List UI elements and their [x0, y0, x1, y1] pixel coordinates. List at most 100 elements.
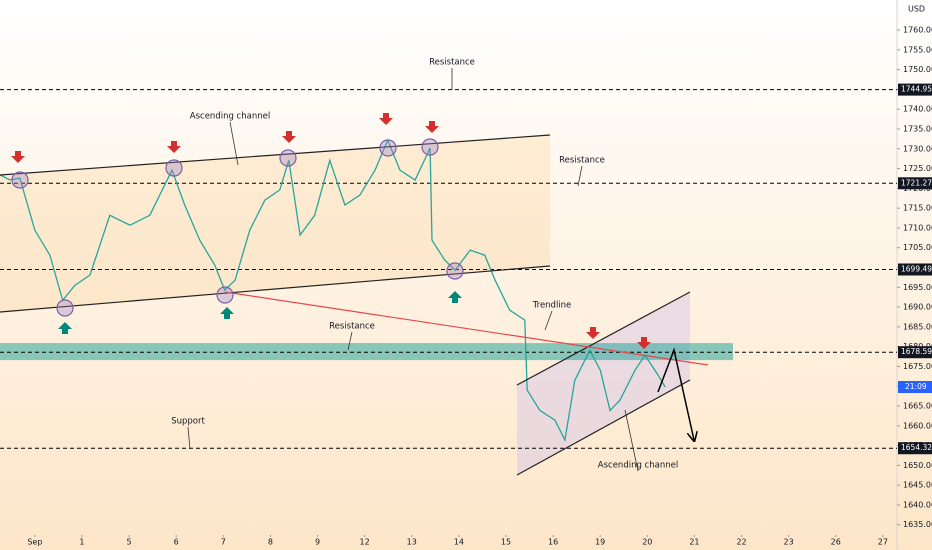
level-label-box [898, 442, 932, 455]
x-tick-label: 20 [642, 538, 652, 547]
up-arrows [58, 291, 462, 334]
y-tick-label: 1715.000 [903, 204, 932, 213]
touch-circle [421, 138, 439, 156]
y-tick-label: 1730.000 [903, 144, 932, 153]
up-arrow [448, 291, 462, 303]
channel-fill [0, 135, 550, 312]
x-tick-label: 9 [315, 538, 320, 547]
price-line [0, 138, 666, 443]
level-label: 1678.593 [901, 347, 932, 356]
down-arrow [282, 131, 296, 143]
down-arrow [167, 141, 181, 153]
annotation: Resistance [559, 156, 605, 166]
level-label-box [898, 177, 932, 190]
annotation-pointer [544, 310, 553, 331]
annotation: Trendline [532, 301, 572, 311]
y-tick-label: 1725.000 [903, 164, 932, 173]
x-tick-label: 22 [736, 538, 746, 547]
level-label-box [898, 346, 932, 359]
annotation-pointer [347, 331, 353, 351]
last-price-time: 21:09 [905, 382, 927, 391]
level-label: 1654.326 [901, 443, 932, 452]
annotation: Resistance [329, 322, 375, 332]
y-tick-label: 1635.000 [903, 520, 932, 529]
touch-circle [379, 139, 397, 157]
up-arrow [58, 322, 72, 334]
drawings [0, 113, 709, 476]
touch-circles [11, 138, 464, 317]
x-tick-label: 6 [174, 538, 179, 547]
annotation: Ascending channel [598, 461, 678, 471]
channel-line [516, 379, 691, 476]
x-tick-label: 12 [360, 538, 370, 547]
y-tick-label: 1650.000 [903, 461, 932, 470]
annotation-pointer [577, 165, 583, 187]
touch-circle [279, 149, 297, 167]
y-tick-label: 1695.000 [903, 283, 932, 292]
plot: Resistance Ascending channel Resistance Tre… [0, 58, 897, 472]
annotation: Ascending channel [190, 112, 270, 122]
touch-circle [216, 286, 234, 304]
x-tick-label: 7 [221, 538, 226, 547]
y-tick-label: 1660.000 [903, 421, 932, 430]
touch-circle [165, 159, 183, 177]
y-tick-label: 1735.000 [903, 125, 932, 134]
level-label: 1721.279 [901, 178, 932, 187]
y-tick-label: 1690.000 [903, 303, 932, 312]
y-tick-label: 1705.000 [903, 243, 932, 252]
level-label-box [898, 83, 932, 96]
y-tick-label: 1755.000 [903, 45, 932, 54]
resistance-zone [0, 343, 733, 361]
down-arrow [637, 337, 651, 349]
x-tick-label: 19 [595, 538, 605, 547]
x-tick-label: 1 [79, 538, 84, 547]
x-tick-label: 16 [548, 538, 558, 547]
x-tick-label: 14 [454, 538, 464, 547]
x-tick-label: 21 [689, 538, 699, 547]
annotation-pointer [187, 426, 191, 450]
channel-line [0, 134, 551, 176]
y-tick-label: 1760.000 [903, 26, 932, 35]
level-label: 1744.955 [901, 85, 932, 94]
down-arrow [379, 113, 393, 125]
down-arrows [11, 113, 651, 349]
y-tick-label: 1675.000 [903, 362, 932, 371]
annotation-pointer [624, 409, 639, 472]
x-tick-label: Sep [27, 538, 42, 547]
touch-circle [11, 171, 29, 189]
annotation: Support [171, 417, 205, 427]
down-arrow [425, 121, 439, 133]
last-price-box [898, 381, 932, 394]
y-tick-label: 1685.000 [903, 322, 932, 331]
channel-line [516, 291, 691, 386]
y-tick-label: 1640.000 [903, 500, 932, 509]
touch-circle [446, 262, 464, 280]
x-tick-label: 27 [878, 538, 888, 547]
down-arrow [586, 327, 600, 339]
price-axis: 1760.0001755.0001750.0001745.0001740.000… [27, 26, 932, 547]
projection-arrow [657, 347, 694, 440]
x-tick-label: 5 [127, 538, 132, 547]
x-tick-label: 13 [407, 538, 417, 547]
channel-line [0, 265, 551, 313]
currency-label: USD [908, 5, 925, 14]
level-label: 1699.496 [901, 264, 932, 273]
y-tick-label: 1710.000 [903, 223, 932, 232]
y-tick-label: 1740.000 [903, 105, 932, 114]
up-arrow [220, 307, 234, 319]
annotation: Resistance [429, 58, 475, 68]
y-tick-label: 1750.000 [903, 65, 932, 74]
level-label-box [898, 263, 932, 276]
trendline [224, 291, 709, 366]
x-tick-label: 23 [784, 538, 794, 547]
x-tick-label: 8 [268, 538, 273, 547]
touch-circle [56, 299, 74, 317]
y-tick-label: 1665.000 [903, 401, 932, 410]
down-arrow [11, 151, 25, 163]
x-tick-label: 26 [831, 538, 841, 547]
x-tick-label: 15 [501, 538, 511, 547]
y-tick-label: 1645.000 [903, 481, 932, 490]
